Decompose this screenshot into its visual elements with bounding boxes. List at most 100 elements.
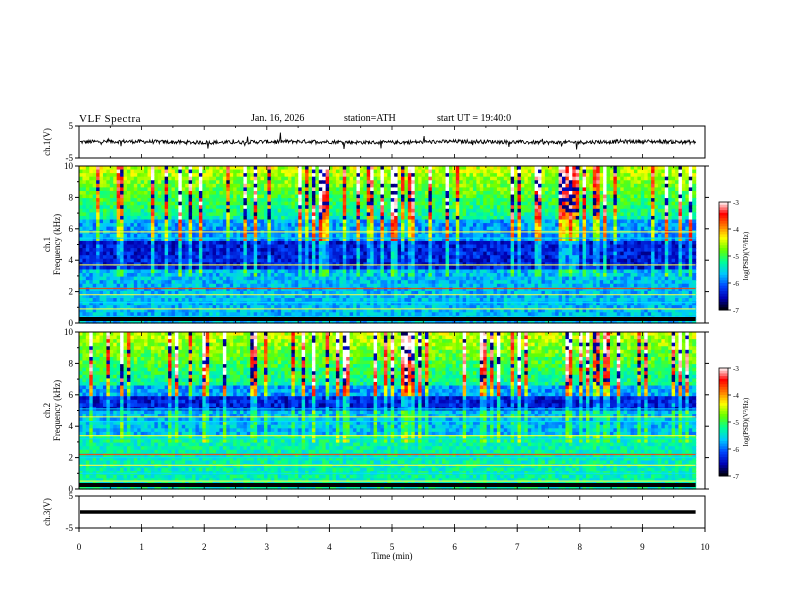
spectrogram-1-cell [517, 176, 522, 181]
spectrogram-1-cell [452, 205, 457, 210]
spectrogram-1-cell [253, 176, 258, 181]
spectrogram-1-cell [161, 176, 166, 181]
spectrogram-1-cell [606, 226, 611, 231]
spectrogram-1-cell [671, 255, 676, 260]
spectrogram-1-cell [407, 173, 412, 178]
spectrogram-1-cell [236, 190, 241, 196]
spectrogram-1-cell [113, 187, 118, 192]
spectrogram-1-cell [644, 169, 649, 174]
spectrogram-1-cell [305, 205, 310, 210]
spectrogram-1-cell [164, 255, 169, 260]
spectrogram-1-cell [383, 180, 388, 185]
spectrogram-1-cell [339, 240, 344, 246]
spectrogram-1-cell [318, 201, 323, 206]
spectrogram-1-cell [551, 190, 556, 196]
spectrogram-1-cell [253, 258, 258, 263]
spectrogram-1-cell [243, 180, 248, 185]
spectrogram-1-cell [575, 237, 580, 242]
spectrogram-1-cell [503, 251, 508, 256]
spectrogram-1-cell [79, 187, 84, 192]
spectrogram-1-cell [185, 223, 190, 228]
spectrogram-1-cell [520, 166, 525, 171]
spectrogram-1-cell [401, 223, 406, 228]
spectrogram-1-cell [428, 219, 433, 224]
spectrogram-1-cell [226, 183, 231, 189]
spectrogram-1-cell [116, 187, 121, 192]
spectrogram-1-cell [421, 244, 426, 249]
spectrogram-1-cell [270, 205, 275, 210]
spectrogram-1-cell [424, 187, 430, 192]
spectrogram-1-cell [538, 215, 543, 221]
spectrogram-1-cell [538, 190, 543, 196]
spectrogram-1-cell [438, 194, 443, 199]
spectrogram-1-cell [198, 237, 203, 242]
spectrogram-1-cell [469, 237, 474, 242]
spectrogram-1-cell [363, 237, 368, 242]
spectrogram-1-cell [462, 237, 467, 242]
spectrogram-1-cell [383, 176, 388, 181]
spectrogram-1-cell [92, 226, 97, 231]
spectrogram-1-cell [472, 240, 477, 246]
spectrogram-1-cell [79, 169, 84, 174]
spectrogram-1-cell [445, 190, 450, 196]
spectrogram-1-cell [236, 201, 241, 206]
spectrogram-1-cell [551, 255, 556, 260]
spectrogram-1-cell [106, 201, 111, 206]
spectrogram-1-cell [349, 166, 354, 171]
spectrogram-1-cell [592, 201, 597, 206]
spectrogram-1-cell [681, 198, 686, 203]
spectrogram-1-cell [565, 198, 570, 203]
spectrogram-1-cell [640, 223, 645, 228]
spectrogram-1-cell [418, 251, 423, 256]
spectrogram-1-cell [150, 166, 155, 171]
spectrogram-1-cell [137, 255, 142, 260]
spectrogram-1-cell [562, 219, 567, 224]
spectrogram-1-cell [150, 258, 155, 263]
spectrogram-1-cell [661, 255, 666, 260]
spectrogram-1-cell [377, 237, 382, 242]
spectrogram-1-cell [335, 176, 340, 181]
spectrogram-1-cell [623, 255, 628, 260]
spectrogram-1-cell [483, 176, 488, 181]
spectrogram-1-cell [154, 219, 159, 224]
spectrogram-1-cell [651, 201, 656, 206]
spectrogram-1-cell [130, 173, 135, 178]
spectrogram-1-cell [377, 205, 382, 210]
spectrogram-1-cell [620, 215, 625, 221]
spectrogram-1-cell [178, 226, 183, 231]
spectrogram-1-cell [157, 190, 162, 196]
spectrogram-1-cell [568, 258, 573, 263]
spectrogram-1-cell [479, 173, 484, 178]
spectrogram-1-cell [205, 237, 210, 242]
spectrogram-1-cell [267, 251, 272, 256]
spectrogram-1-cell [329, 190, 334, 196]
spectrogram-1-cell [455, 198, 460, 203]
spectrogram-1-cell [407, 219, 412, 224]
spectrogram-1-cell [541, 240, 546, 246]
spectrogram-1-cell [308, 223, 313, 228]
spectrogram-1-cell [140, 255, 145, 260]
spectrogram-1-cell [527, 190, 532, 196]
spectrogram-1-cell [675, 180, 680, 185]
spectrogram-1-cell [192, 248, 197, 253]
spectrogram-1-cell [144, 208, 149, 213]
spectrogram-1-cell [212, 219, 217, 224]
spectrogram-1-cell [678, 258, 683, 263]
spectrogram-1-cell [332, 240, 337, 246]
spectrogram-1-cell [126, 248, 131, 253]
spectrogram-1-cell [582, 187, 587, 192]
spectrogram-1-cell [692, 219, 697, 224]
spectrogram-1-cell [171, 219, 176, 224]
spectrogram-1-cell [688, 187, 693, 192]
spectrogram-1-cell [623, 166, 628, 171]
spectrogram-1-cell [493, 212, 498, 217]
spectrogram-1-cell [325, 258, 330, 263]
spectrogram-1-cell [322, 198, 327, 203]
spectrogram-1-cell [678, 205, 683, 210]
spectrogram-1-cell [89, 258, 94, 263]
spectrogram-1-cell [448, 244, 453, 249]
spectrogram-1-cell [558, 248, 563, 253]
spectrogram-1-cell [219, 219, 224, 224]
spectrogram-1-cell [89, 212, 94, 217]
spectrogram-1-cell [161, 237, 166, 242]
